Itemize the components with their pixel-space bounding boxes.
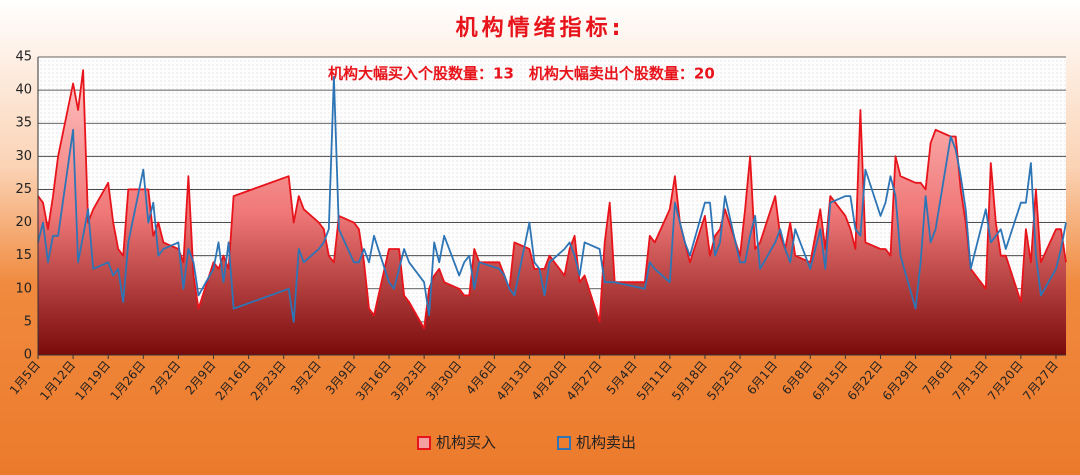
y-tick-label: 35	[15, 116, 32, 131]
chart-title: 机构情绪指标:	[456, 15, 625, 41]
y-tick-label: 5	[24, 314, 32, 329]
series-area	[38, 70, 1066, 355]
annotation: 机构大幅买入个股数量：13 机构大幅卖出个股数量：20	[328, 65, 715, 83]
y-tick-label: 0	[24, 348, 32, 363]
legend-label: 机构卖出	[576, 434, 636, 452]
legend-swatch	[557, 436, 571, 450]
legend-label: 机构买入	[436, 434, 496, 452]
series-line	[37, 76, 1067, 323]
y-tick-label: 40	[15, 83, 32, 98]
y-tick-label: 25	[15, 182, 32, 197]
y-tick-label: 15	[15, 248, 32, 263]
y-tick-label: 45	[15, 50, 32, 65]
y-tick-label: 20	[15, 215, 32, 230]
y-tick-label: 10	[15, 281, 32, 296]
y-tick-label: 30	[15, 149, 32, 164]
legend-swatch	[417, 436, 431, 450]
